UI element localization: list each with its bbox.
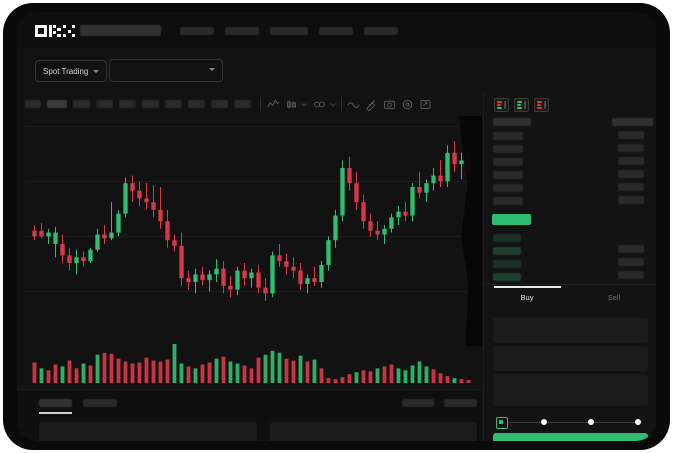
trading-mode-label: Spot Trading [43, 66, 89, 76]
active-side-underline [494, 286, 561, 288]
orderbook-bid-price[interactable] [493, 273, 521, 281]
logo-glyph-o [35, 25, 47, 37]
sidebar-item-nav-1[interactable] [180, 27, 214, 35]
logo-glyph-k [49, 25, 61, 37]
sidebar-item-nav-2[interactable] [225, 27, 259, 35]
active-tab-underline [39, 412, 72, 414]
slider-stop-2[interactable] [541, 419, 547, 425]
orderbook-mode-asks-icon[interactable] [534, 98, 549, 112]
interval-button-1[interactable] [25, 100, 41, 108]
orderbook-bid-price[interactable] [493, 247, 521, 255]
orderbook-ask-amount[interactable] [618, 144, 644, 152]
nav-search-field[interactable] [80, 25, 161, 36]
interval-button-9[interactable] [211, 100, 228, 108]
sidebar-item-nav-5[interactable] [364, 27, 398, 35]
candlestick-icon[interactable] [285, 98, 298, 111]
orderbook-ask-price[interactable] [493, 132, 523, 140]
orderbook-ask-amount[interactable] [618, 157, 644, 165]
settings-icon[interactable] [401, 98, 414, 111]
ruler-icon[interactable] [365, 98, 378, 111]
trading-mode-selector[interactable]: Spot Trading [35, 60, 108, 82]
fullscreen-icon[interactable] [419, 98, 432, 111]
orderbook-bid-amount[interactable] [618, 245, 644, 253]
orderbook-ask-price[interactable] [493, 145, 523, 153]
orderbook-ask-amount[interactable] [618, 170, 644, 178]
interval-button-3[interactable] [73, 100, 90, 108]
top-nav-items [17, 12, 656, 48]
orderbook-ask-price[interactable] [493, 171, 523, 179]
price-chart[interactable] [17, 116, 482, 389]
order-price-field[interactable] [493, 318, 648, 343]
slider-track [500, 421, 642, 423]
tab-sell[interactable]: Sell [607, 293, 621, 302]
orderbook-bid-amount[interactable] [618, 271, 644, 279]
market-header: Spot Trading [17, 48, 656, 120]
chart-gridlines [17, 116, 482, 389]
interval-button-2[interactable] [47, 100, 67, 108]
top-navigation-bar [17, 12, 656, 48]
orderbook-ask-amount[interactable] [618, 131, 644, 139]
orderbook-ask-price[interactable] [493, 158, 523, 166]
orderbook-last-price-highlight[interactable] [492, 214, 531, 225]
sidebar-item-nav-3[interactable] [270, 27, 308, 35]
toolbar-divider [341, 97, 342, 111]
order-amount-field[interactable] [493, 346, 648, 371]
orders-panel [17, 389, 482, 441]
orderbook-display-modes [494, 98, 549, 112]
orderbook-mode-bids-icon[interactable] [514, 98, 529, 112]
slider-handle-active[interactable] [496, 417, 508, 429]
sidebar-item-nav-4[interactable] [319, 27, 353, 35]
trading-sidebar: Buy Sell [483, 92, 656, 441]
orderbook-bid-price[interactable] [493, 234, 521, 242]
toolbar-divider [260, 97, 261, 111]
orders-card-left[interactable] [39, 422, 257, 441]
app-screen: Spot Trading [17, 12, 656, 441]
chevron-down-icon[interactable] [300, 98, 308, 111]
orderbook-ask-price[interactable] [493, 197, 523, 205]
camera-icon[interactable] [383, 98, 396, 111]
orders-card-right[interactable] [270, 422, 477, 441]
orderbook-bid-amount[interactable] [618, 258, 644, 266]
pair-selector[interactable] [109, 59, 223, 82]
bottom-action-1[interactable] [402, 399, 434, 407]
interval-button-7[interactable] [165, 100, 182, 108]
orderbook-ask-price[interactable] [493, 184, 523, 192]
place-buy-order-button[interactable] [493, 433, 648, 441]
orderbook-header-amount [612, 118, 653, 126]
tab-buy[interactable]: Buy [520, 293, 534, 302]
orderbook-ask-amount[interactable] [618, 183, 644, 191]
logo-glyph-x [63, 25, 75, 37]
interval-button-10[interactable] [234, 100, 251, 108]
okx-logo[interactable] [35, 25, 75, 37]
tab-open-orders[interactable] [39, 399, 72, 407]
chevron-down-icon[interactable] [329, 98, 337, 111]
slider-stop-4[interactable] [635, 419, 641, 425]
order-total-field[interactable] [493, 374, 648, 406]
chevron-down-icon [209, 68, 215, 71]
volume-histogram [17, 338, 482, 389]
slider-stop-3[interactable] [588, 419, 594, 425]
amount-percent-slider[interactable] [496, 417, 646, 429]
order-side-tabs: Buy Sell [484, 284, 656, 311]
line-chart-icon[interactable] [267, 98, 280, 111]
orderbook-header-price [493, 118, 531, 126]
interval-button-5[interactable] [119, 100, 136, 108]
wave-icon[interactable] [347, 98, 360, 111]
interval-button-6[interactable] [142, 100, 159, 108]
orderbook-ask-amount[interactable] [618, 196, 644, 204]
candlestick-series [32, 141, 471, 301]
tab-order-history[interactable] [83, 399, 117, 407]
orderbook-mode-both-icon[interactable] [494, 98, 509, 112]
interval-button-4[interactable] [96, 100, 113, 108]
chevron-down-icon [93, 69, 100, 73]
indicator-icon[interactable] [313, 98, 326, 111]
orderbook-bid-price[interactable] [493, 260, 521, 268]
interval-button-8[interactable] [188, 100, 205, 108]
bottom-action-2[interactable] [444, 399, 477, 407]
